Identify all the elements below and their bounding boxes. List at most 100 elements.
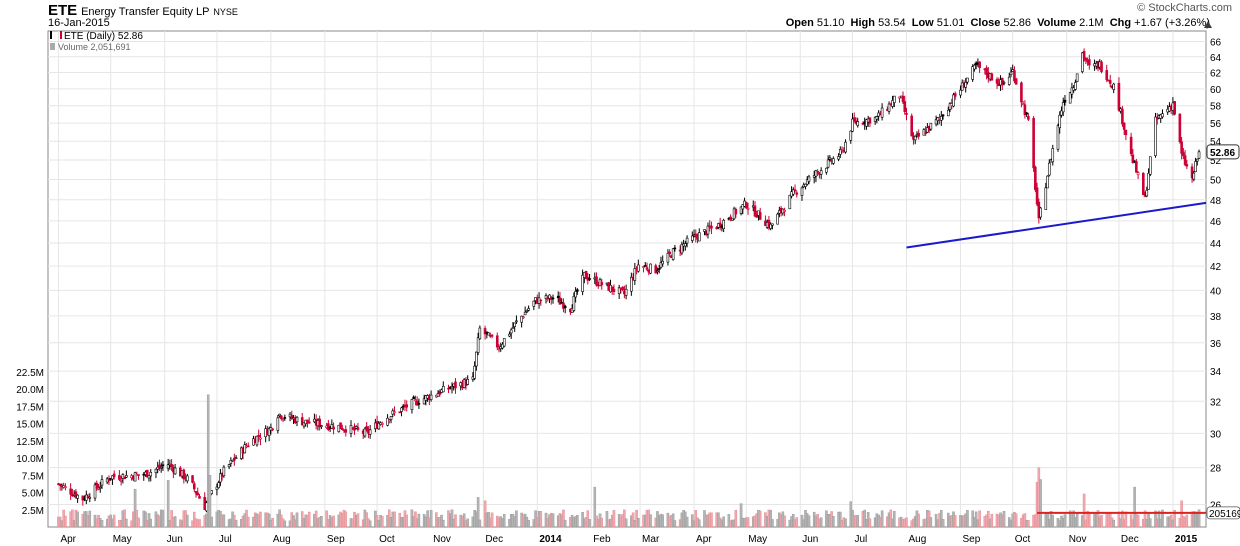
candle-body — [1000, 77, 1004, 85]
volume-bar — [605, 511, 609, 528]
company-name: Energy Transfer Equity LP — [81, 6, 210, 18]
volume-bar — [661, 514, 664, 528]
support-trendline — [906, 201, 1207, 249]
x-tick-label: Oct — [379, 534, 395, 545]
volume-bars — [57, 394, 1201, 528]
candle-body — [1009, 71, 1013, 76]
candle-body — [393, 411, 396, 414]
candle-body — [941, 114, 945, 117]
candle-body — [880, 107, 884, 118]
x-tick-label: Jun — [802, 534, 818, 545]
candle-body — [905, 113, 908, 115]
chart-legend: ETE (Daily) 52.86 Volume 2,051,691 — [50, 31, 143, 53]
candle-body — [280, 415, 283, 420]
volume-bar — [137, 517, 140, 528]
candle-body — [722, 220, 725, 229]
stockcharts-logo: © StockCharts.com — [1137, 2, 1232, 14]
candle-body — [508, 333, 511, 337]
candle-body — [111, 475, 114, 480]
volume-bar — [133, 488, 137, 528]
candle-body — [584, 271, 588, 280]
candle-body — [865, 119, 868, 127]
volume-bar — [206, 394, 210, 528]
candle-body — [170, 464, 173, 468]
volume-tick-label: 22.5M — [16, 368, 44, 379]
price-tick-label: 42 — [1210, 262, 1222, 273]
candle-body — [588, 278, 591, 280]
volume-bar — [1149, 518, 1152, 528]
candle-body — [194, 491, 198, 494]
candle-body — [1112, 83, 1116, 90]
volume-tick-label: 12.5M — [16, 437, 44, 448]
candle-body — [856, 121, 860, 126]
candle-body — [93, 484, 97, 499]
candle-body — [88, 496, 92, 499]
volume-bar — [978, 510, 981, 528]
candle-body — [377, 423, 381, 430]
candle-body — [668, 251, 671, 255]
candle-body — [805, 179, 809, 185]
candle-body — [525, 310, 529, 313]
candle-body — [892, 95, 896, 103]
volume-bar — [1014, 513, 1018, 528]
volume-bar — [71, 509, 74, 528]
candle-body — [520, 315, 523, 323]
candle-body — [807, 176, 811, 182]
candle-body — [340, 428, 344, 430]
volume-value: 2.1M — [1079, 17, 1104, 29]
volume-bar — [941, 519, 945, 528]
candle-body — [320, 425, 323, 427]
volume-bar — [247, 516, 250, 528]
candle-body — [137, 474, 140, 476]
candle-body — [548, 294, 551, 299]
candle-body — [934, 119, 938, 125]
volume-bar — [539, 511, 543, 528]
candle-body — [233, 457, 236, 461]
candle-body — [910, 115, 914, 137]
candle-body — [330, 424, 334, 429]
volume-bar — [990, 513, 994, 528]
candle-body — [795, 192, 799, 195]
candle-body — [1002, 82, 1006, 84]
candle-body — [771, 223, 774, 226]
candle-body — [826, 159, 830, 168]
volume-bar — [1075, 513, 1079, 528]
volume-bar — [1124, 511, 1128, 528]
volume-bar — [271, 518, 274, 528]
x-tick-label: Mar — [642, 534, 660, 545]
volume-bar — [856, 515, 859, 528]
volume-bar — [795, 517, 799, 528]
chart-header-symbol: ETE Energy Transfer Equity LP NYSE — [48, 2, 238, 19]
candle-body — [1185, 164, 1189, 167]
volume-tick-label: 20.0M — [16, 385, 44, 396]
candle-body — [1105, 70, 1109, 81]
volume-bar — [295, 512, 299, 528]
price-tick-label: 64 — [1210, 53, 1222, 64]
candle-body — [436, 393, 440, 397]
candle-body — [887, 103, 891, 112]
candle-body — [1194, 161, 1197, 172]
candle-body — [946, 109, 950, 117]
price-tick-label: 62 — [1210, 69, 1222, 80]
volume-bar — [588, 519, 591, 528]
candle-body — [729, 216, 732, 220]
candle-body — [271, 428, 274, 431]
candle-body — [1108, 80, 1112, 84]
candle-body — [1021, 103, 1025, 106]
candle-body — [475, 351, 478, 367]
volume-bar — [624, 518, 628, 528]
candle-body — [1020, 82, 1023, 103]
volume-bar — [186, 514, 189, 528]
candle-body — [429, 394, 433, 400]
candle-body — [191, 475, 194, 483]
volume-bar — [1133, 486, 1136, 528]
candle-body — [133, 472, 137, 482]
volume-bar — [462, 513, 466, 528]
price-tick-label: 26 — [1210, 501, 1222, 512]
candle-body — [1056, 125, 1060, 150]
candle-body — [515, 320, 518, 323]
volume-bar — [332, 515, 335, 528]
candle-body — [438, 391, 442, 395]
candle-body — [985, 67, 988, 75]
candle-body — [1070, 87, 1074, 95]
